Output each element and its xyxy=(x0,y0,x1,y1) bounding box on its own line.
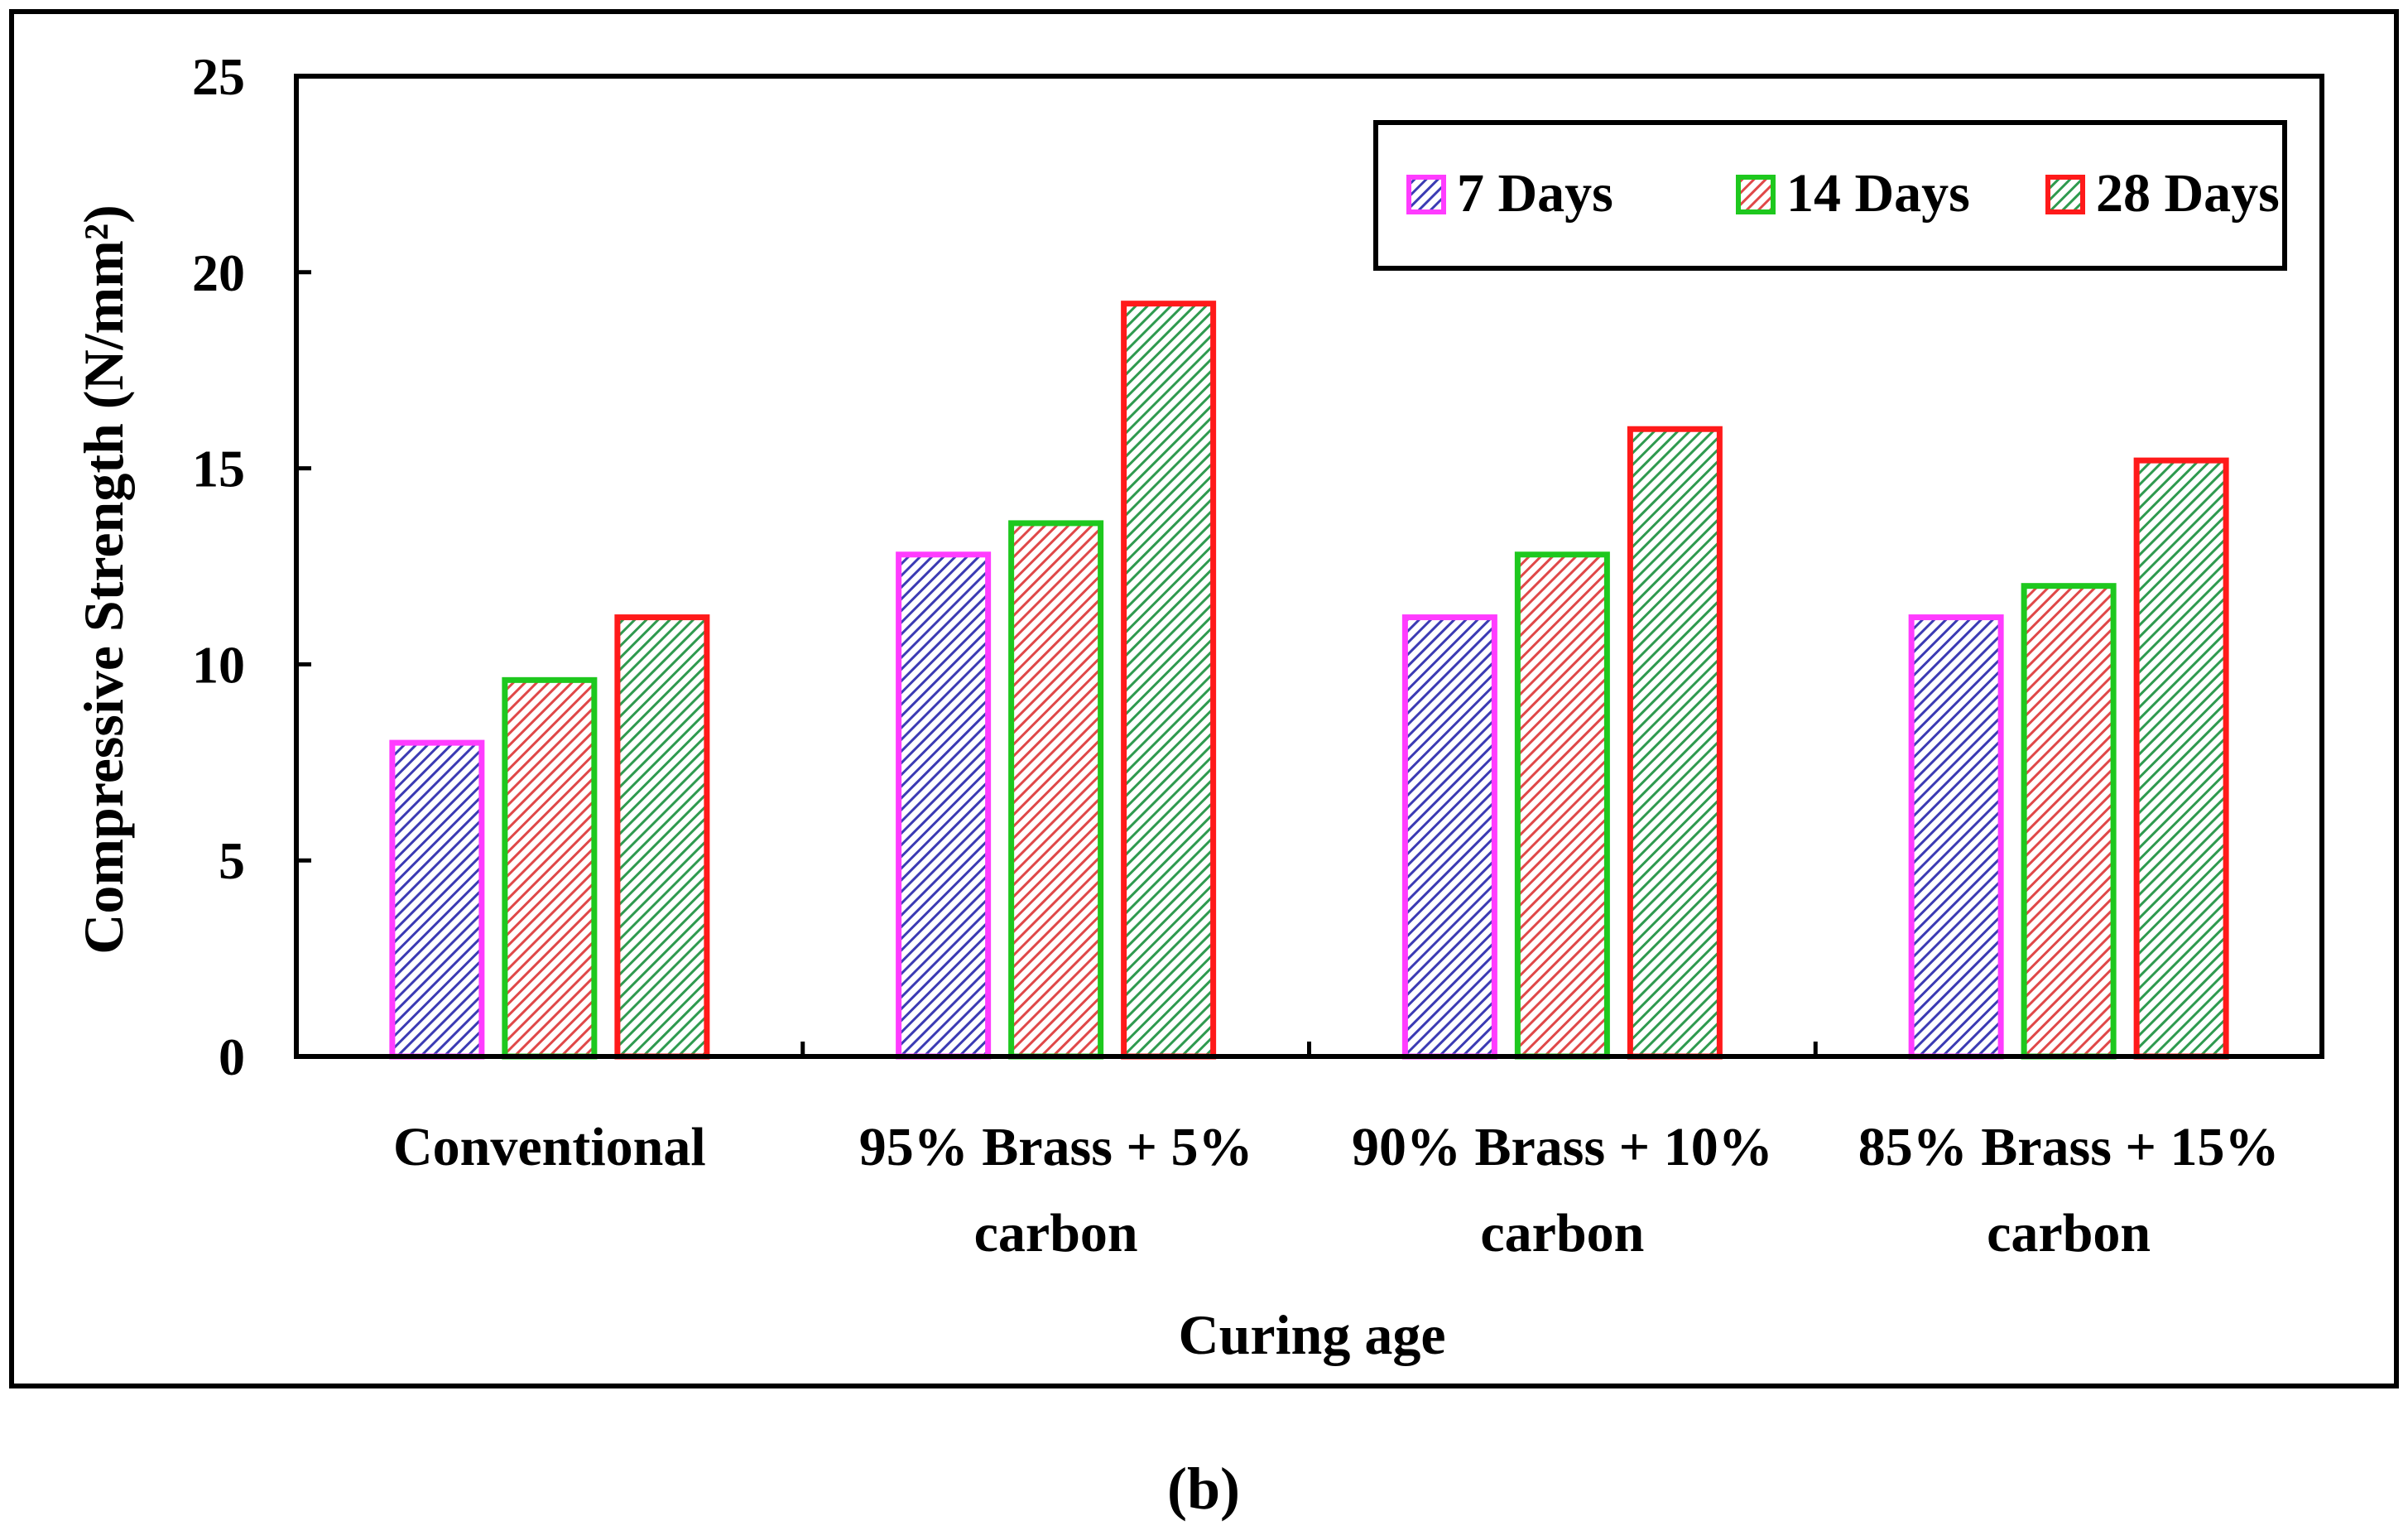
y-tick-label: 15 xyxy=(192,440,245,498)
x-category-label: Conventional xyxy=(393,1117,706,1177)
bar-7-days xyxy=(1908,614,2004,1060)
figure-caption: (b) xyxy=(1167,1456,1240,1522)
bar-14-days xyxy=(2021,583,2117,1060)
legend-swatch xyxy=(2045,175,2085,214)
bar-28-days xyxy=(2133,457,2229,1060)
bar-7-days xyxy=(389,739,485,1060)
x-category-label: 95% Brass + 5% carbon xyxy=(859,1117,1253,1263)
y-axis-title: Compressive Strength (N/mm²) xyxy=(72,205,135,955)
bar-7-days xyxy=(896,551,992,1060)
y-tick-label: 5 xyxy=(219,831,245,890)
legend-label: 7 Days xyxy=(1457,163,1613,224)
y-tick-label: 20 xyxy=(192,243,245,302)
x-category-label: 90% Brass + 10% carbon xyxy=(1352,1117,1773,1263)
bar-14-days xyxy=(1514,551,1610,1060)
x-axis-title: Curing age xyxy=(1179,1303,1446,1366)
legend-swatch xyxy=(1406,175,1446,214)
bar-7-days xyxy=(1401,614,1497,1060)
y-tick-label: 10 xyxy=(192,635,245,694)
legend-swatch xyxy=(1736,175,1776,214)
bar-28-days xyxy=(1121,301,1217,1060)
bar-14-days xyxy=(1008,520,1104,1060)
bar-28-days xyxy=(614,614,710,1060)
y-tick-label: 0 xyxy=(219,1027,245,1086)
legend-label: 28 Days xyxy=(2096,163,2280,224)
legend-box xyxy=(1373,120,2287,271)
legend-label: 14 Days xyxy=(1786,163,1970,224)
y-tick-label: 25 xyxy=(192,47,245,106)
bar-14-days xyxy=(502,676,598,1060)
bar-28-days xyxy=(1627,426,1723,1060)
x-category-label: 85% Brass + 15% carbon xyxy=(1858,1117,2280,1263)
